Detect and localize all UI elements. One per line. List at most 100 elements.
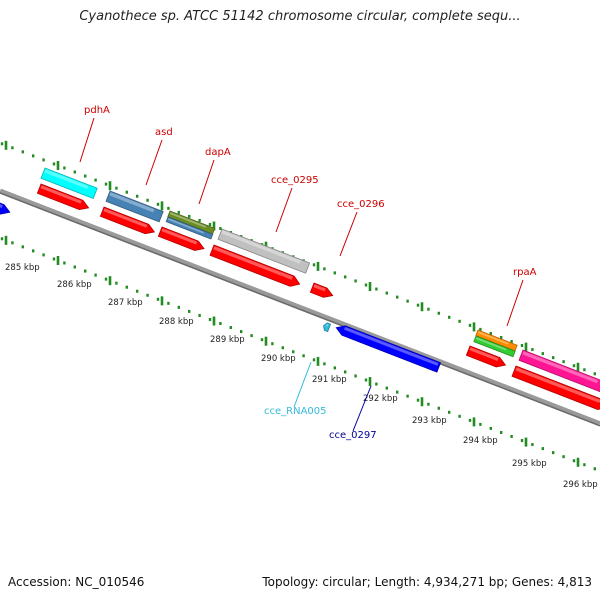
forward-scale-tick xyxy=(364,283,368,287)
reverse-scale-tick xyxy=(11,241,14,245)
reverse-scale-tick xyxy=(21,245,24,249)
forward-scale-tick xyxy=(198,218,201,222)
reverse-scale-tick xyxy=(354,374,357,378)
reverse-scale-major-tick xyxy=(264,336,268,346)
kbp-label: 286 kbp xyxy=(57,280,92,290)
forward-scale-major-tick xyxy=(524,342,528,352)
forward-scale-major-tick xyxy=(4,140,8,150)
backbone-shadow xyxy=(0,192,600,427)
cce_RNA005-rna xyxy=(323,322,332,333)
pdhA-label: pdhA xyxy=(84,105,110,116)
cce_RNA005-rna-shape xyxy=(323,322,332,333)
kbp-label: 289 kbp xyxy=(210,335,245,345)
forward-scale-tick xyxy=(562,360,565,364)
asd-product-shape xyxy=(105,190,164,223)
reverse-scale-tick xyxy=(156,297,160,301)
reverse-scale-tick xyxy=(146,293,149,297)
forward-scale-tick xyxy=(21,150,24,154)
forward-scale-tick xyxy=(333,271,336,275)
asd-product xyxy=(105,190,164,223)
reverse-scale-tick xyxy=(520,439,524,443)
forward-scale-tick xyxy=(167,206,170,210)
cce_0295-leader-line xyxy=(275,187,293,233)
kbp-label: 288 kbp xyxy=(159,317,194,327)
reverse-scale-tick xyxy=(250,334,253,338)
reverse-scale-tick xyxy=(42,253,45,257)
rpaA-cds-shape xyxy=(465,345,507,368)
reverse-scale-tick xyxy=(94,273,97,277)
reverse-scale-tick xyxy=(552,451,555,455)
asd-product-highlight xyxy=(109,192,155,213)
forward-scale-major-tick xyxy=(472,322,476,332)
reverse-scale-tick xyxy=(229,326,232,330)
asd-cds-highlight xyxy=(103,208,148,228)
forward-scale-major-tick xyxy=(108,181,112,191)
reverse-scale-tick xyxy=(583,463,586,467)
cce_0296-cds xyxy=(309,282,334,298)
reverse-scale-tick xyxy=(177,305,180,309)
rpaA-product-2-highlight xyxy=(475,337,507,351)
forward-scale-major-tick xyxy=(212,221,216,231)
forward-scale-major-tick xyxy=(576,362,580,372)
forward-scale-tick xyxy=(32,154,35,158)
pdhA-cds-shape xyxy=(36,183,90,211)
cce_0295-label: cce_0295 xyxy=(271,175,319,186)
right-gene-cds-shape xyxy=(511,365,600,410)
forward-scale-tick xyxy=(63,166,66,170)
reverse-scale-tick xyxy=(406,394,409,398)
reverse-scale-tick xyxy=(167,301,170,305)
right-gene-cds-highlight xyxy=(515,367,600,403)
accession-text: Accession: NC_010546 xyxy=(8,575,145,589)
reverse-scale-tick xyxy=(115,281,118,285)
reverse-scale-major-tick xyxy=(576,457,580,467)
cce_0297-cds-highlight xyxy=(344,326,439,366)
forward-scale-tick xyxy=(323,267,326,271)
reverse-scale-major-tick xyxy=(524,437,528,447)
kbp-label: 294 kbp xyxy=(463,436,498,446)
reverse-scale-tick xyxy=(302,354,305,358)
cce_0296-cds-highlight xyxy=(313,284,326,292)
forward-scale-tick xyxy=(219,227,222,231)
forward-scale-tick xyxy=(73,170,76,174)
rpaA-cds xyxy=(465,345,507,368)
forward-scale-tick xyxy=(344,275,347,279)
cce_0297-cds-shape xyxy=(335,325,442,373)
reverse-scale-tick xyxy=(489,426,492,430)
dapA-cds-shape xyxy=(157,226,205,251)
reverse-scale-tick xyxy=(0,237,4,241)
reverse-scale-major-tick xyxy=(108,276,112,286)
left-edge-reverse-gene xyxy=(0,199,11,215)
asd-label: asd xyxy=(155,127,173,138)
forward-scale-tick xyxy=(406,299,409,303)
cce_0296-label: cce_0296 xyxy=(337,199,385,210)
reverse-scale-tick xyxy=(136,289,139,293)
kbp-label: 291 kbp xyxy=(312,375,347,385)
right-gene-product xyxy=(518,349,600,394)
reverse-scale-tick xyxy=(333,366,336,370)
reverse-scale-tick xyxy=(240,330,243,334)
reverse-scale-tick xyxy=(562,455,565,459)
reverse-scale-tick xyxy=(32,249,35,253)
forward-scale-tick xyxy=(146,198,149,202)
dapA-cds xyxy=(157,226,205,251)
forward-scale-tick xyxy=(354,279,357,283)
forward-scale-tick xyxy=(396,295,399,299)
reverse-scale-major-tick xyxy=(420,397,424,407)
reverse-scale-major-tick xyxy=(56,256,60,266)
rpaA-label: rpaA xyxy=(513,267,537,278)
right-gene-cds xyxy=(511,365,600,410)
reverse-scale-tick xyxy=(188,309,191,313)
dapA-label: dapA xyxy=(205,147,231,158)
kbp-label: 296 kbp xyxy=(563,480,598,490)
reverse-scale-major-tick xyxy=(368,377,372,387)
forward-scale-tick xyxy=(552,356,555,360)
kbp-label: 287 kbp xyxy=(108,298,143,308)
reverse-scale-tick xyxy=(437,406,440,410)
reverse-scale-tick xyxy=(541,447,544,451)
reverse-scale-tick xyxy=(500,430,503,434)
forward-scale-major-tick xyxy=(316,261,320,271)
pdhA-leader-line xyxy=(79,117,95,163)
reverse-scale-tick xyxy=(572,459,576,463)
forward-scale-tick xyxy=(531,348,534,352)
